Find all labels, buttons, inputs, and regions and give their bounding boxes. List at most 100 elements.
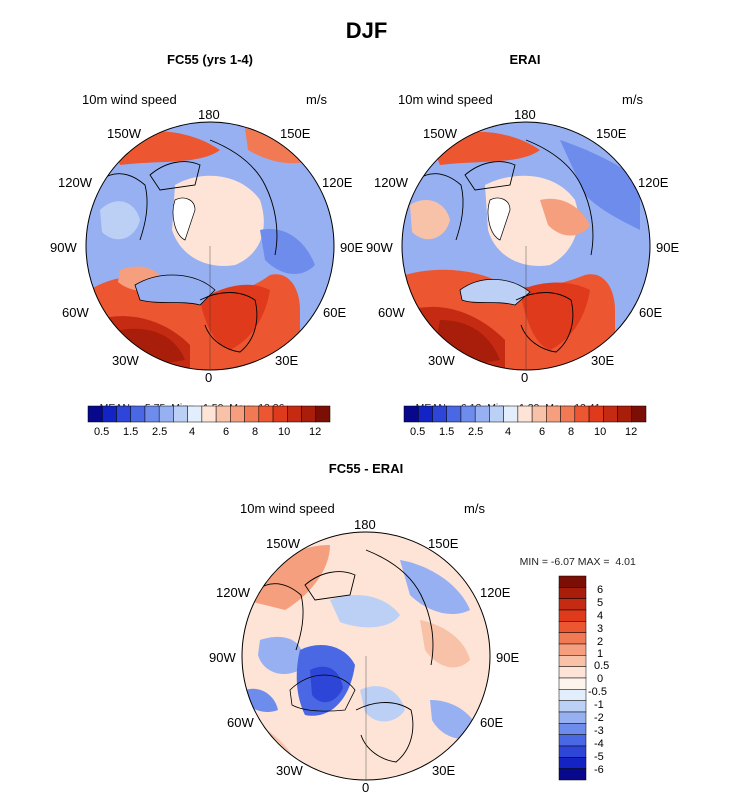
lon-label-150w: 150W [107, 126, 141, 141]
lon-label-30e: 30E [432, 763, 456, 778]
lon-label-120w: 120W [374, 175, 408, 190]
variable-label: 10m wind speed [240, 501, 335, 516]
lon-label-0: 0 [362, 780, 370, 795]
cb-tick: 0.5 [94, 426, 110, 438]
colorbar-swatch [558, 700, 587, 713]
panel-subtitle: ERAI [509, 52, 541, 67]
lon-label-150e: 150E [280, 126, 311, 141]
variable-label: 10m wind speed [398, 92, 493, 107]
cb-tick: -2 [594, 712, 604, 724]
panel-subtitle: FC55 (yrs 1-4) [167, 52, 253, 67]
cb-tick: 4 [597, 610, 604, 622]
colorbar-swatch [558, 666, 587, 679]
colorbar-swatch [558, 677, 587, 690]
cb-tick: 3 [597, 623, 604, 635]
cb-tick: 8 [568, 426, 575, 438]
cb-tick: 1 [597, 648, 604, 660]
colorbar-swatch [631, 405, 647, 423]
figure-title: DJF [345, 18, 388, 43]
lon-label-60w: 60W [227, 715, 254, 730]
lon-label-120w: 120W [58, 175, 92, 190]
colorbar-swatch [558, 643, 587, 656]
cb-tick: -5 [594, 751, 604, 763]
colorbar-swatch [558, 609, 587, 622]
colorbar-swatch [558, 587, 587, 599]
panel-subtitle: FC55 - ERAI [328, 461, 404, 476]
colorbar-swatch [558, 575, 587, 588]
cb-tick: -1 [594, 699, 604, 711]
cb-tick: -0.5 [588, 686, 607, 698]
cb-tick: 1.5 [123, 426, 139, 438]
cb-tick: 2.5 [468, 426, 484, 438]
cb-tick: 2 [597, 636, 604, 648]
lon-label-90e: 90E [496, 650, 520, 665]
lon-label-30w: 30W [428, 353, 455, 368]
lon-label-120w: 120W [216, 585, 250, 600]
lon-label-120e: 120E [322, 175, 353, 190]
cb-tick: 6 [223, 426, 230, 438]
lon-label-0: 0 [521, 370, 529, 385]
colorbar-swatch [558, 632, 587, 645]
lon-label-90w: 90W [209, 650, 236, 665]
lon-label-90e: 90E [340, 240, 364, 255]
colorbar-swatch [558, 689, 587, 701]
lon-label-60e: 60E [480, 715, 504, 730]
max-label: MAX = [577, 556, 610, 568]
colorbar-swatch [558, 711, 587, 724]
cb-tick: 12 [625, 426, 638, 438]
lon-label-120e: 120E [638, 175, 669, 190]
cb-tick: -6 [594, 764, 604, 776]
colorbar-swatch [558, 745, 587, 758]
variable-label: 10m wind speed [82, 92, 177, 107]
units-label: m/s [622, 92, 643, 107]
cb-tick: 0.5 [410, 426, 426, 438]
lon-label-30w: 30W [276, 763, 303, 778]
lon-label-150w: 150W [423, 126, 457, 141]
colorbar-swatch [315, 405, 331, 423]
lon-label-60e: 60E [639, 305, 663, 320]
lon-label-90w: 90W [50, 240, 77, 255]
lon-label-30e: 30E [591, 353, 615, 368]
cb-tick: 8 [252, 426, 259, 438]
colorbar-swatch [558, 655, 587, 667]
cb-tick: -3 [594, 725, 604, 737]
units-label: m/s [306, 92, 327, 107]
cb-tick: 12 [309, 426, 322, 438]
lon-label-90w: 90W [366, 240, 393, 255]
max-value: 4.01 [615, 556, 636, 568]
colorbar-swatch [558, 598, 587, 611]
min-label: MIN = [519, 556, 548, 568]
cb-tick: 0.5 [594, 660, 610, 672]
lon-label-180: 180 [354, 517, 376, 532]
min-value: -6.07 [550, 556, 575, 568]
units-label: m/s [464, 501, 485, 516]
cb-tick: -4 [594, 738, 604, 750]
lon-label-60e: 60E [323, 305, 347, 320]
lon-label-0: 0 [205, 370, 213, 385]
colorbar-swatch [558, 757, 587, 769]
cb-tick: 0 [597, 673, 604, 685]
colorbar-swatch [558, 621, 587, 633]
cb-tick: 10 [594, 426, 607, 438]
lon-label-150e: 150E [428, 536, 459, 551]
cb-tick: 4 [505, 426, 512, 438]
lon-label-180: 180 [514, 107, 536, 122]
lon-label-60w: 60W [62, 305, 89, 320]
cb-tick: 4 [189, 426, 196, 438]
lon-label-90e: 90E [656, 240, 680, 255]
lon-label-120e: 120E [480, 585, 511, 600]
lon-label-150e: 150E [596, 126, 627, 141]
lon-label-30w: 30W [112, 353, 139, 368]
cb-tick: 1.5 [439, 426, 455, 438]
stats-line: MIN = -6.07 MAX = 4.01 [508, 544, 636, 580]
lon-label-180: 180 [198, 107, 220, 122]
lon-label-60w: 60W [378, 305, 405, 320]
colorbar-swatch [558, 734, 587, 747]
lon-label-30e: 30E [275, 353, 299, 368]
cb-tick: 2.5 [152, 426, 168, 438]
